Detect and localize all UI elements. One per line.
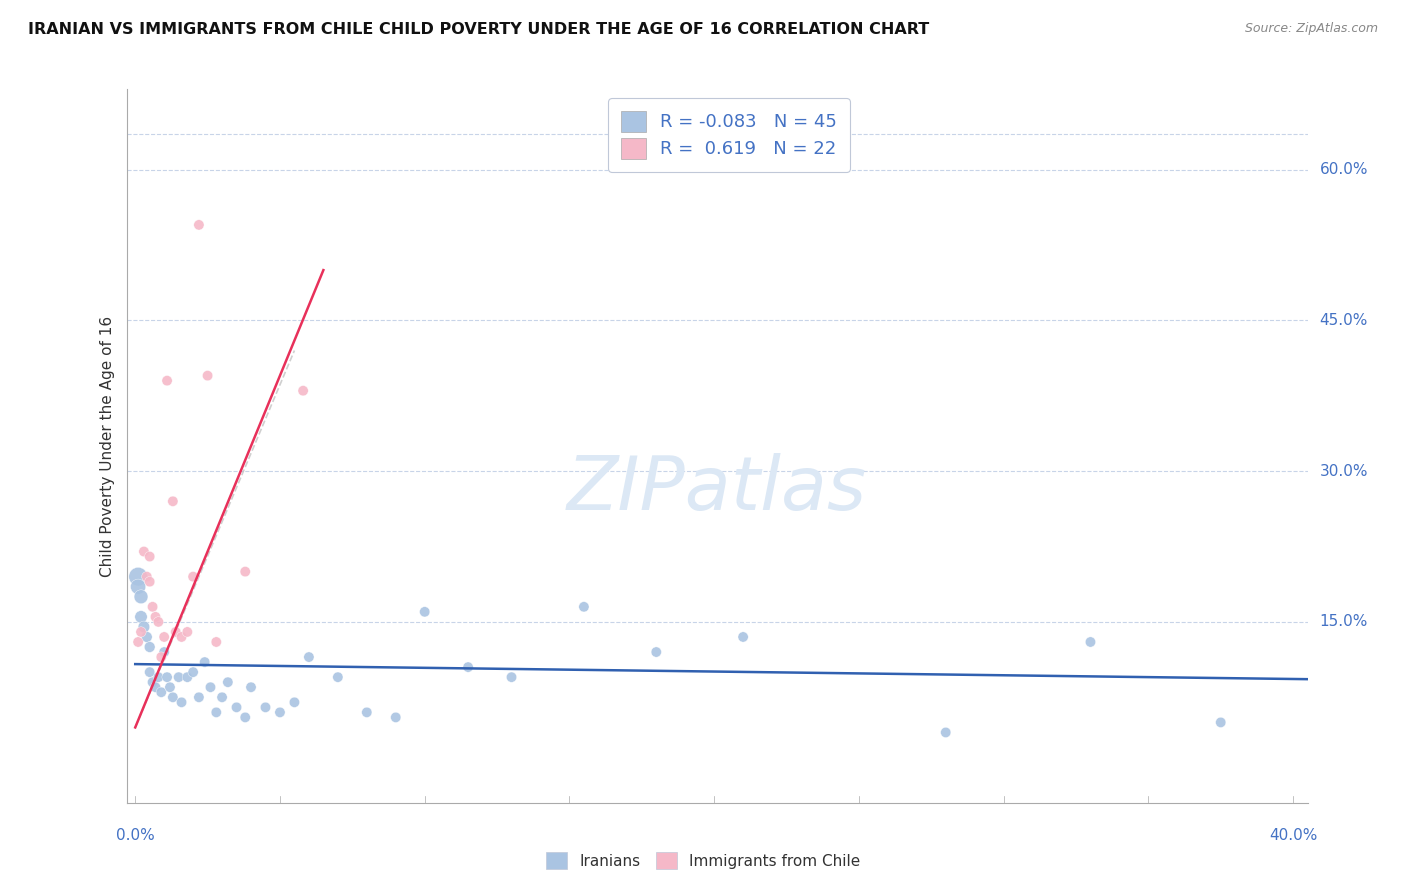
- Text: Source: ZipAtlas.com: Source: ZipAtlas.com: [1244, 22, 1378, 36]
- Point: [132, 544, 155, 558]
- Point: [187, 218, 209, 232]
- Point: [148, 670, 170, 684]
- Point: [150, 685, 173, 699]
- Point: [127, 580, 149, 594]
- Point: [170, 630, 193, 644]
- Point: [135, 569, 157, 583]
- Y-axis label: Child Poverty Under the Age of 16: Child Poverty Under the Age of 16: [100, 316, 115, 576]
- Point: [298, 650, 321, 665]
- Point: [457, 660, 479, 674]
- Text: 30.0%: 30.0%: [1319, 464, 1368, 479]
- Point: [935, 725, 957, 739]
- Point: [233, 710, 256, 724]
- Point: [194, 655, 217, 669]
- Text: ZIPatlas: ZIPatlas: [567, 453, 868, 524]
- Legend: Iranians, Immigrants from Chile: Iranians, Immigrants from Chile: [540, 846, 866, 875]
- Point: [135, 630, 157, 644]
- Point: [138, 549, 160, 564]
- Point: [572, 599, 595, 614]
- Point: [142, 599, 165, 614]
- Point: [181, 665, 204, 680]
- Point: [145, 680, 167, 694]
- Point: [167, 670, 190, 684]
- Point: [233, 565, 256, 579]
- Point: [254, 700, 277, 714]
- Point: [211, 690, 233, 705]
- Legend: R = -0.083   N = 45, R =  0.619   N = 22: R = -0.083 N = 45, R = 0.619 N = 22: [607, 98, 849, 171]
- Point: [127, 569, 149, 583]
- Point: [162, 690, 184, 705]
- Point: [156, 670, 179, 684]
- Point: [129, 590, 152, 604]
- Point: [132, 620, 155, 634]
- Point: [127, 635, 149, 649]
- Text: 45.0%: 45.0%: [1319, 313, 1368, 328]
- Point: [129, 610, 152, 624]
- Point: [240, 680, 263, 694]
- Point: [501, 670, 523, 684]
- Point: [225, 700, 247, 714]
- Point: [197, 368, 219, 383]
- Point: [138, 640, 160, 654]
- Point: [138, 665, 160, 680]
- Point: [145, 610, 167, 624]
- Point: [217, 675, 239, 690]
- Point: [326, 670, 349, 684]
- Point: [733, 630, 755, 644]
- Point: [292, 384, 315, 398]
- Point: [1209, 715, 1232, 730]
- Point: [205, 635, 228, 649]
- Point: [200, 680, 222, 694]
- Text: 40.0%: 40.0%: [1270, 828, 1317, 843]
- Point: [153, 630, 176, 644]
- Point: [165, 624, 187, 639]
- Point: [159, 680, 181, 694]
- Point: [187, 690, 209, 705]
- Point: [138, 574, 160, 589]
- Point: [129, 624, 152, 639]
- Point: [181, 569, 204, 583]
- Point: [645, 645, 668, 659]
- Point: [205, 706, 228, 720]
- Point: [269, 706, 291, 720]
- Point: [170, 695, 193, 709]
- Text: IRANIAN VS IMMIGRANTS FROM CHILE CHILD POVERTY UNDER THE AGE OF 16 CORRELATION C: IRANIAN VS IMMIGRANTS FROM CHILE CHILD P…: [28, 22, 929, 37]
- Point: [156, 374, 179, 388]
- Point: [162, 494, 184, 508]
- Point: [413, 605, 436, 619]
- Text: 60.0%: 60.0%: [1319, 162, 1368, 178]
- Point: [356, 706, 378, 720]
- Point: [150, 650, 173, 665]
- Text: 15.0%: 15.0%: [1319, 615, 1368, 630]
- Point: [153, 645, 176, 659]
- Point: [283, 695, 305, 709]
- Point: [384, 710, 406, 724]
- Text: 0.0%: 0.0%: [115, 828, 155, 843]
- Point: [142, 675, 165, 690]
- Point: [176, 670, 198, 684]
- Point: [1080, 635, 1102, 649]
- Point: [176, 624, 198, 639]
- Point: [148, 615, 170, 629]
